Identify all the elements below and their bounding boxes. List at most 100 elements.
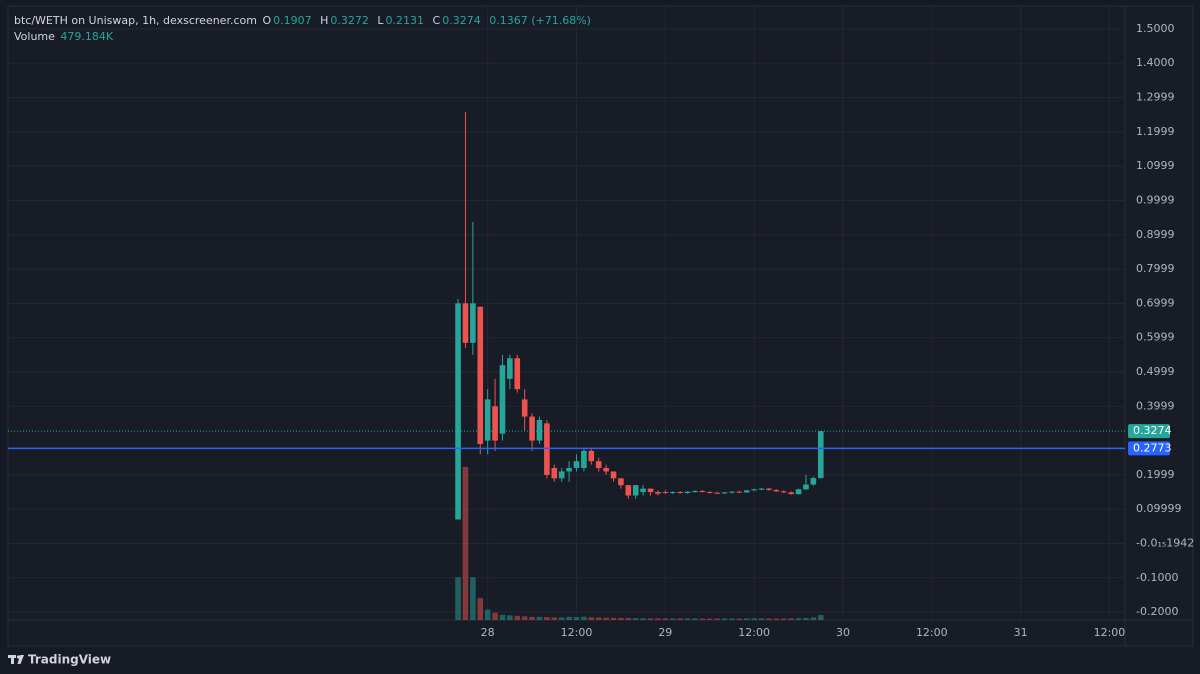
legend-key: L (377, 14, 384, 27)
volume-bar (484, 609, 491, 620)
volume-bar (706, 618, 713, 620)
volume-value: 479.184K (60, 30, 114, 43)
candle-body (521, 399, 528, 417)
candle-body (566, 468, 572, 472)
candle-body (514, 358, 521, 390)
legend-change: 0.1367 (+71.68%) (489, 14, 591, 27)
candle-body (462, 303, 469, 343)
legend-key: H (320, 14, 329, 27)
volume-bar (795, 618, 802, 620)
volume-bar (677, 618, 683, 620)
y-tick-label: -0.0₁₅1942 (1136, 536, 1194, 549)
legend-row: Volume 479.184K (14, 29, 596, 45)
candle-body (780, 491, 787, 493)
volume-bar (536, 616, 543, 620)
legend-key: O (262, 14, 272, 27)
y-tick-label: 1.4000 (1136, 56, 1175, 69)
candle-body (795, 489, 802, 495)
x-tick-label: 30 (836, 626, 850, 639)
volume-bar (655, 618, 661, 620)
volume-bar (462, 466, 469, 620)
volume-bar (477, 598, 484, 620)
volume-bar (714, 618, 720, 620)
candle-body (595, 461, 602, 469)
y-tick-label: 0.3999 (1136, 399, 1175, 412)
candle-body (610, 471, 617, 479)
volume-bar (766, 618, 772, 620)
legend-value: 0.3274 (442, 14, 481, 27)
candle-body (618, 478, 624, 486)
legend: btc/WETH on Uniswap, 1h, dexscreener.com… (14, 13, 596, 45)
y-tick-label: 0.6999 (1136, 296, 1175, 309)
brand-logo (8, 655, 24, 664)
volume-bar (684, 618, 691, 620)
volume-bar (514, 615, 521, 620)
y-tick-label: 0.1999 (1136, 468, 1175, 481)
candle-body (721, 492, 728, 494)
volume-bar (507, 615, 513, 620)
volume-bar (640, 618, 646, 620)
candle-body (677, 492, 683, 494)
candle-body (758, 488, 765, 490)
volume-bar (573, 617, 580, 620)
y-tick-label: 0.5999 (1136, 331, 1175, 344)
price-label-bg (1128, 424, 1170, 439)
candle-body (766, 488, 772, 490)
candle-body (558, 471, 565, 479)
candle-body (699, 491, 706, 493)
candle-body (714, 492, 720, 494)
candle-body (544, 423, 550, 475)
volume-bar (551, 617, 558, 620)
candle-body (736, 491, 743, 493)
candle-body (603, 468, 609, 472)
volume-bar (788, 618, 794, 620)
price-label-bg (1128, 441, 1170, 456)
volume-bar (817, 615, 824, 620)
volume-bar (810, 617, 817, 620)
candle-body (529, 416, 535, 441)
volume-bar (492, 612, 498, 620)
x-tick-label: 28 (481, 626, 495, 639)
volume-bar (662, 618, 669, 620)
volume-bar (529, 616, 535, 620)
volume-bar (625, 618, 632, 620)
candle-body (536, 420, 543, 441)
volume-bar (581, 616, 587, 620)
y-tick-label: 0.9999 (1136, 193, 1175, 206)
candle-body (551, 468, 558, 479)
candle-body (484, 399, 491, 441)
volume-bar (618, 617, 624, 620)
volume-bar (736, 618, 743, 620)
x-tick-label: 29 (658, 626, 672, 639)
candle-body (692, 491, 698, 493)
candle-body (803, 484, 809, 490)
volume-bar (780, 618, 787, 620)
candle-body (729, 491, 735, 493)
volume-bar (803, 617, 809, 620)
candle-body (743, 490, 750, 493)
y-tick-label: 0.09999 (1136, 502, 1182, 515)
legend-value: 0.2131 (385, 14, 425, 27)
price-label: 0.3274 (1133, 424, 1172, 437)
candle-body (788, 492, 794, 495)
candle-body (588, 450, 595, 462)
volume-bar (692, 618, 698, 620)
y-tick-label: 0.8999 (1136, 228, 1175, 241)
y-tick-label: 1.1999 (1136, 125, 1175, 138)
y-tick-label: 1.0999 (1136, 159, 1175, 172)
candle-body (492, 406, 498, 441)
candle-body (632, 485, 639, 496)
y-tick-label: -0.1000 (1136, 571, 1178, 584)
volume-bar (499, 614, 506, 620)
volume-bar (743, 618, 750, 620)
volume-bar (566, 616, 572, 620)
volume-name: Volume (14, 30, 55, 43)
legend-value: 0.1907 (273, 14, 312, 27)
volume-bar (610, 617, 617, 620)
legend-title: btc/WETH on Uniswap, 1h, dexscreener.com (14, 14, 257, 27)
volume-bar (721, 618, 728, 620)
y-tick-label: -0.2000 (1136, 605, 1178, 618)
volume-bar (632, 618, 639, 620)
candle-body (507, 358, 513, 379)
